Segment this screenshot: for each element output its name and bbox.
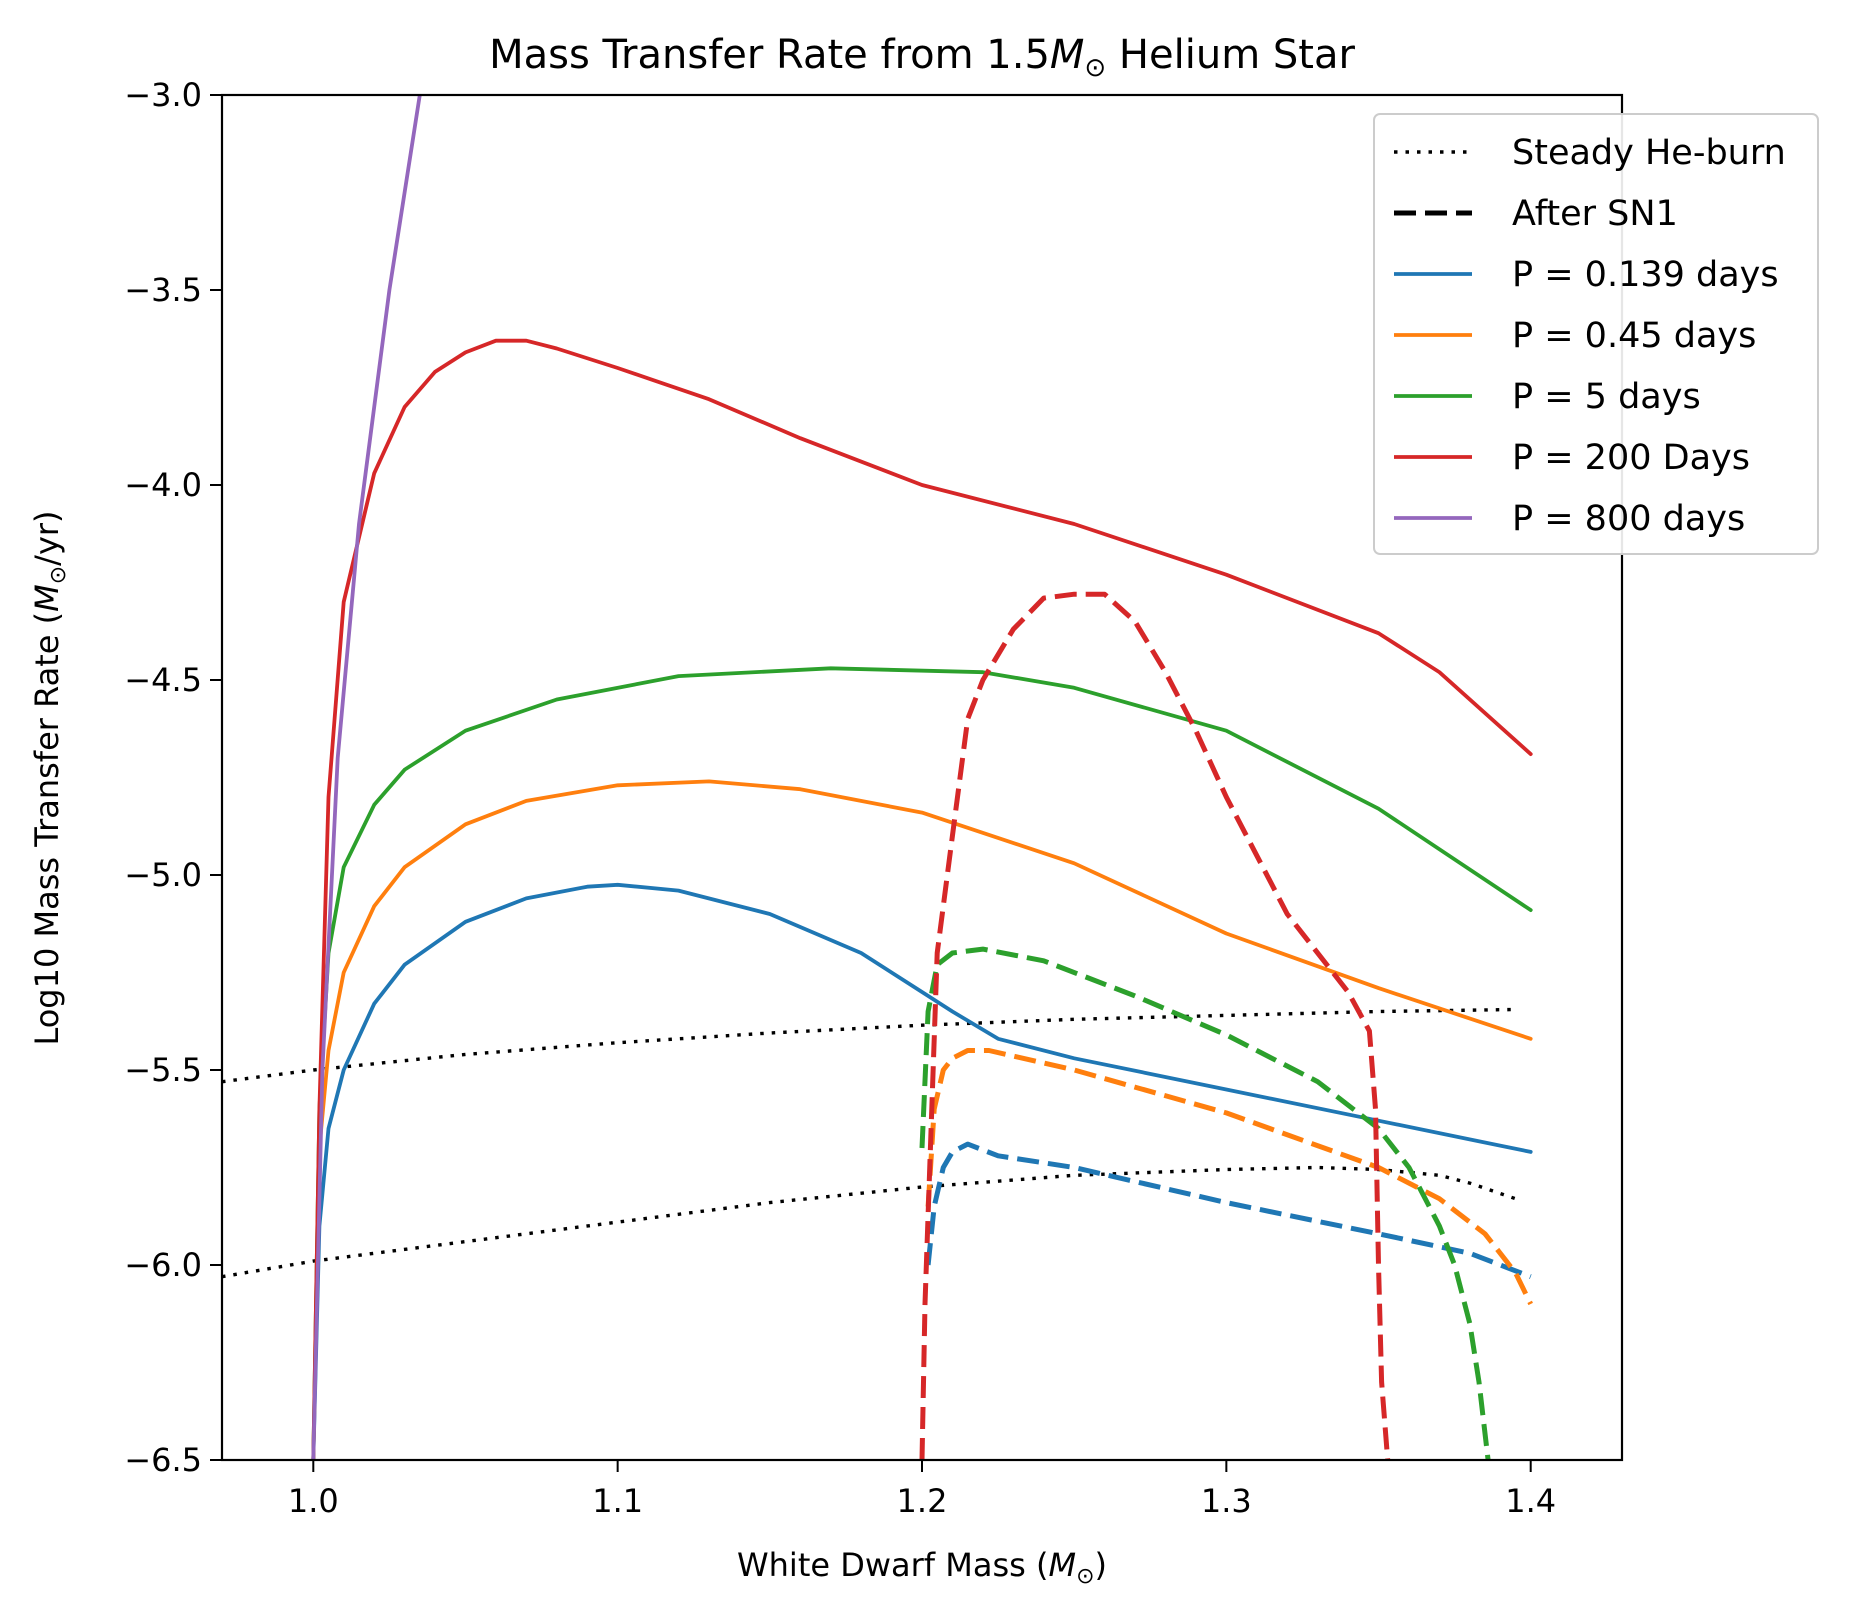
- series-line-5-solid: [311, 338, 1533, 1460]
- y-tick-label: −5.5: [124, 1051, 202, 1089]
- series-line-9-dashed: [919, 946, 1491, 1460]
- legend-label: After SN1: [1512, 194, 1678, 234]
- series-line-8-dashed: [925, 1048, 1533, 1306]
- series-line-3-solid: [311, 779, 1533, 1460]
- x-tick-label: 1.4: [1505, 1482, 1556, 1520]
- x-tick-label: 1.3: [1201, 1482, 1252, 1520]
- y-tick-label: −4.0: [124, 466, 202, 504]
- legend-label: P = 5 days: [1512, 377, 1701, 417]
- legend-label: P = 0.45 days: [1512, 316, 1756, 356]
- legend-label: P = 200 Days: [1512, 438, 1750, 478]
- legend-label: P = 800 days: [1512, 499, 1745, 539]
- legend-items: Steady He-burn After SN1 P = 0.139 days P =…: [1394, 133, 1786, 539]
- y-tick-label: −3.0: [124, 76, 202, 114]
- ticks-layer: 1.0 1.1 1.2 1.3 1.4 −3.0 −3.5 −4.0 −4.5 −5.0 −5.5 −…: [124, 76, 1556, 1520]
- series-line-10-dashed: [919, 591, 1391, 1460]
- legend: Steady He-burn After SN1 P = 0.139 days P =…: [1373, 113, 1819, 555]
- legend-frame: [1373, 113, 1819, 555]
- x-axis-label: White Dwarf Mass (M⊙): [737, 1546, 1107, 1589]
- series-line-6-solid: [311, 95, 422, 1460]
- y-tick-label: −3.5: [124, 271, 202, 309]
- y-tick-label: −6.0: [124, 1246, 202, 1284]
- y-tick-label: −4.5: [124, 661, 202, 699]
- legend-label: P = 0.139 days: [1512, 255, 1779, 295]
- x-tick-label: 1.2: [897, 1482, 948, 1520]
- x-tick-label: 1.0: [288, 1482, 339, 1520]
- y-tick-label: −5.0: [124, 856, 202, 894]
- series-line-4-solid: [311, 666, 1533, 1460]
- legend-label: Steady He-burn: [1512, 133, 1786, 173]
- y-tick-label: −6.5: [124, 1441, 202, 1479]
- chart-title: Mass Transfer Rate from 1.5M⊙ Helium Sta…: [489, 32, 1355, 83]
- series-line-0-dotted: [222, 1007, 1516, 1084]
- series-line-7-dashed: [925, 1141, 1532, 1280]
- series-line-2-solid: [311, 882, 1533, 1460]
- series-layer: [222, 95, 1533, 1460]
- x-tick-label: 1.1: [592, 1482, 643, 1520]
- y-axis-label: Log10 Mass Transfer Rate (M⊙/yr): [28, 510, 71, 1045]
